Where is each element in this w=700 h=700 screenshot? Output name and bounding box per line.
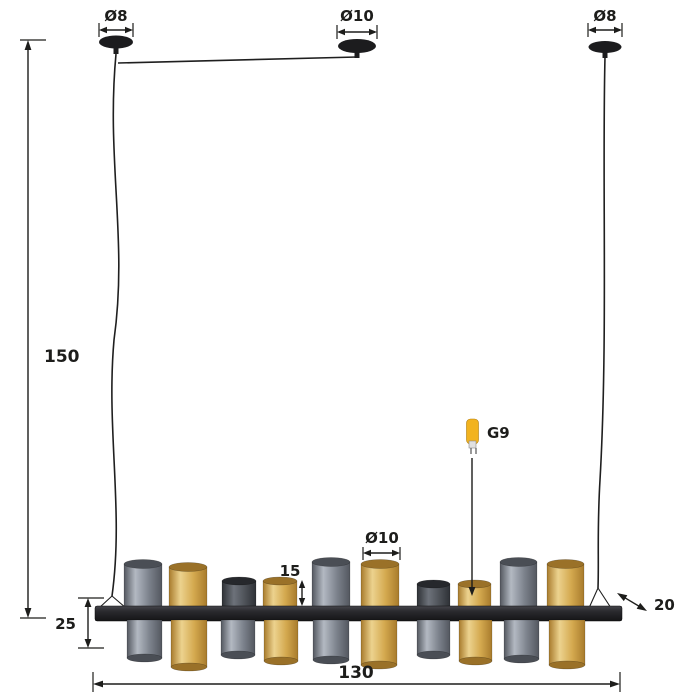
glass-bottom-1-cap [126,653,163,663]
glass-bottom-6-amber [360,619,398,666]
glass-bottom-10-cap [548,660,586,670]
canopy-left [99,35,133,54]
glass-top-2-cap [168,562,208,572]
dim-glass-height-label: 15 [280,562,301,580]
dim-canopy-mid-label: Ø10 [340,7,374,25]
canopy-left-disc [99,35,133,49]
arrowhead-down [24,608,32,618]
glass-bottom-9-cap [503,654,540,664]
glass-bottom-2-cap [170,662,208,672]
glass-bottom-10-amber [548,619,586,666]
arrowhead-down [468,587,476,596]
canopy-left-stem [113,46,119,54]
dim-glass-diameter-label: Ø10 [365,529,399,547]
arrowhead-up [24,40,32,50]
dim-suspension-height: 150 [20,39,80,619]
dim-fixture-width: 130 [92,663,621,692]
suspension-wires [98,53,612,609]
glass-bottom-2-amber [170,619,208,668]
wire-right-v-attachment [588,587,612,609]
glass-top-3-cap [221,576,257,586]
glass-top-5-cap [311,557,351,567]
glass-top-7-cap [416,579,451,589]
dim-fixture-height-label: 25 [55,615,76,633]
glass-top-6-amber [360,563,400,608]
glass-bottom-9-smoke [503,619,540,660]
arrowhead-right [610,680,620,688]
glass-bottom-3-smoke [220,619,256,656]
canopy-right [588,41,622,58]
dim-frame-depth: 20 [617,593,675,614]
glass-top-5-smoke [311,561,351,608]
dim-canopy-right: Ø8 [587,7,623,37]
glass-bottom-6-cap [360,660,398,670]
dim-fixture-width-label: 130 [338,663,374,683]
dim-fixture-height: 25 [55,597,104,649]
glass-top-1-cap [123,559,163,569]
arrowhead-left [93,680,103,688]
glass-bottom-8-amber [458,619,493,662]
arrowhead-right [614,26,622,34]
bulb-type-label: G9 [487,424,510,442]
dim-canopy-left-label: Ø8 [104,7,127,25]
dim-canopy-mid: Ø10 [336,7,378,39]
arrowhead-left [363,549,371,557]
glass-top-6-cap [360,559,400,569]
dim-glass-diameter: Ø10 [362,529,401,560]
arrowhead-up [298,580,306,588]
canopy-mid [338,39,376,58]
arrowhead-left [588,26,596,34]
arrowhead-left [99,26,107,34]
arrowhead-right [369,28,377,36]
glass-top-4-amber [262,580,298,608]
canopy-right-stem [602,51,608,58]
arrowhead-right [392,549,400,557]
canopy-mid-disc [338,39,376,53]
arrowhead-downright [636,602,647,611]
glass-bottom-7-cap [416,650,451,660]
g9-bulb-base [468,440,477,449]
wire-mid-horizontal [117,56,358,64]
glass-bottom-4-cap [263,656,299,666]
glass-bottom-7-smoke [416,619,451,656]
glass-top-2-amber [168,566,208,608]
wire-right [597,56,606,589]
dim-frame-depth-label: 20 [654,596,675,614]
glass-row-top [123,557,585,608]
glass-top-4-cap [262,576,298,586]
dim-suspension-height-label: 150 [44,347,80,367]
glass-top-9-cap [499,557,538,567]
lamp-frame-bar [94,605,623,622]
glass-top-3-smoke-dark [221,580,257,608]
glass-top-9-smoke [499,561,538,608]
dim-canopy-left: Ø8 [98,7,134,37]
dim-canopy-right-label: Ø8 [593,7,616,25]
arrowhead-down [298,598,306,606]
canopy-right-disc [588,41,622,53]
glass-bottom-3-cap [220,650,256,660]
arrowhead-left [337,28,345,36]
glass-row-bottom [126,619,586,672]
arrowhead-up [84,598,92,607]
glass-bottom-8-cap [458,656,493,666]
glass-bottom-5-cap [312,655,350,665]
arrowhead-upleft [617,593,628,602]
dim-glass-height: 15 [280,562,306,606]
arrowhead-down [84,639,92,648]
wire-left [111,53,120,597]
g9-bulb-icon [466,418,479,445]
glass-top-8-cap [457,579,492,589]
canopy-mid-stem [354,50,360,58]
glass-top-1-smoke [123,563,163,608]
glass-top-10-amber [546,563,585,608]
glass-bottom-1-smoke [126,619,163,659]
bulb-callout: G9 [466,418,510,596]
arrowhead-right [125,26,133,34]
glass-bottom-4-amber [263,619,299,662]
glass-top-10-cap [546,559,585,569]
glass-bottom-5-smoke [312,619,350,661]
